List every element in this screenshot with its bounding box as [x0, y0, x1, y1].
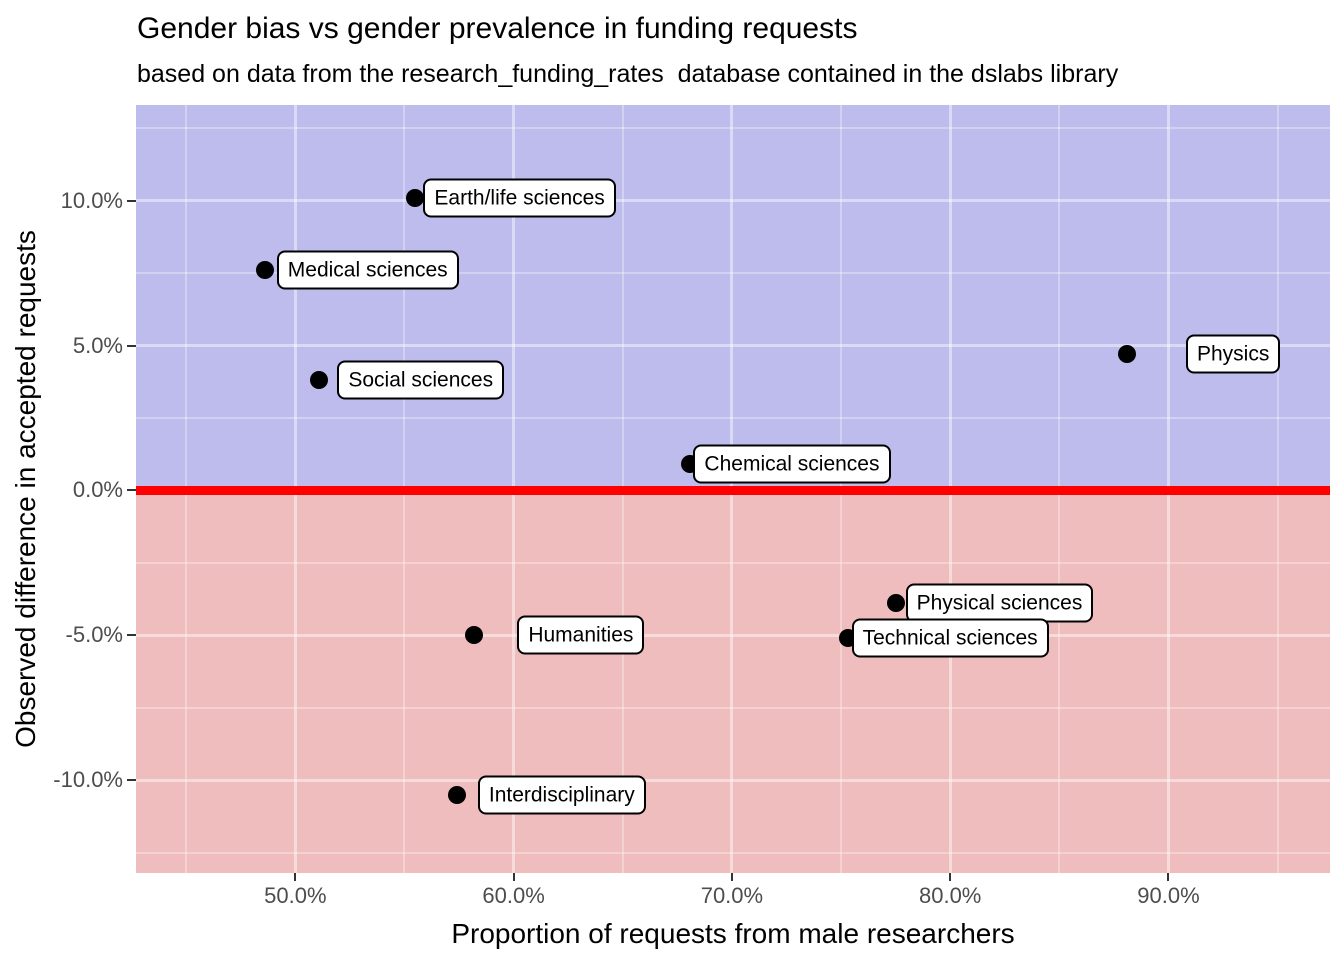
data-point: [255, 261, 274, 280]
x-tick-label: 90.0%: [1137, 883, 1200, 908]
y-tick-mark: [127, 344, 136, 347]
y-major-gridline: [136, 633, 1330, 637]
y-minor-gridline: [136, 416, 1330, 419]
y-axis-title: Observed difference in accepted requests: [10, 230, 41, 748]
data-point: [310, 371, 329, 390]
chart-subtitle: based on data from the research_funding_…: [137, 60, 1119, 88]
y-minor-gridline: [136, 272, 1330, 275]
data-point: [406, 188, 425, 207]
y-tick-label: -5.0%: [65, 622, 123, 648]
y-tick-label: 0.0%: [72, 477, 123, 503]
y-major-gridline: [136, 199, 1330, 203]
y-tick-label: -10.0%: [53, 767, 123, 793]
point-label: Chemical sciences: [693, 444, 891, 484]
chart-title: Gender bias vs gender prevalence in fund…: [137, 12, 858, 45]
point-label: Technical sciences: [851, 618, 1049, 658]
y-major-gridline: [136, 778, 1330, 782]
x-axis-title: Proportion of requests from male researc…: [451, 918, 1015, 949]
y-tick-mark: [127, 634, 136, 637]
y-major-gridline: [136, 344, 1330, 348]
point-label: Medical sciences: [276, 250, 459, 290]
point-label: Social sciences: [337, 360, 505, 400]
y-minor-gridline: [136, 706, 1330, 709]
x-tick-mark: [730, 873, 733, 881]
y-tick-mark: [127, 199, 136, 202]
x-tick-label: 80.0%: [918, 883, 982, 908]
x-tick-mark: [1167, 873, 1170, 881]
point-label: Humanities: [517, 615, 645, 655]
plot-panel: Earth/life sciences Medical sciences Socia…: [136, 105, 1330, 873]
x-tick-mark: [949, 873, 952, 881]
x-tick-label: 60.0%: [482, 883, 545, 908]
x-tick-mark: [512, 873, 515, 881]
data-point: [1117, 345, 1136, 364]
point-label: Earth/life sciences: [423, 178, 616, 218]
data-point: [447, 785, 466, 804]
y-minor-gridline: [136, 561, 1330, 564]
y-minor-gridline: [136, 127, 1330, 130]
zero-reference-line: [136, 485, 1330, 495]
y-tick-label: 10.0%: [60, 187, 123, 213]
data-point: [465, 626, 484, 645]
y-tick-label: 5.0%: [72, 332, 123, 358]
y-tick-mark: [127, 489, 136, 492]
men-favored-region: [136, 105, 1330, 491]
women-favored-region: [136, 490, 1330, 873]
y-tick-mark: [127, 779, 136, 782]
data-point: [886, 594, 905, 613]
point-label: Interdisciplinary: [477, 775, 646, 815]
x-tick-label: 70.0%: [700, 883, 764, 908]
x-tick-mark: [294, 873, 297, 881]
y-minor-gridline: [136, 851, 1330, 854]
point-label: Physical sciences: [905, 583, 1094, 623]
x-tick-label: 50.0%: [264, 883, 327, 908]
point-label: Physics: [1185, 334, 1281, 374]
